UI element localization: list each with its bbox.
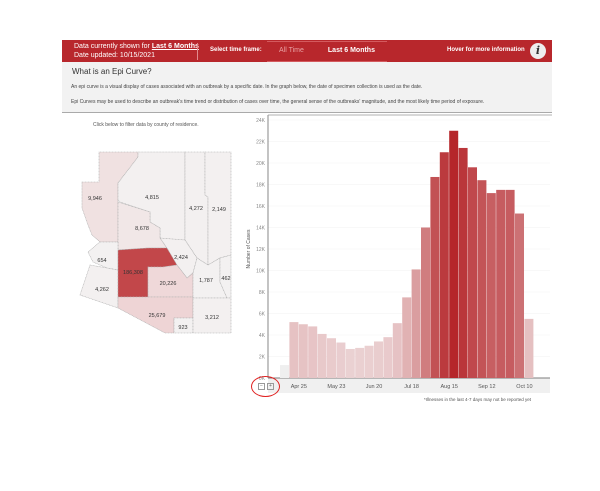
y-tick-label: 22K: [256, 140, 266, 146]
intro-section: What is an Epi Curve? An epi curve is a …: [62, 62, 552, 113]
y-tick-label: 16K: [256, 204, 266, 210]
y-tick-label: 12K: [256, 247, 266, 253]
y-axis-label: Number of Cases: [246, 229, 252, 268]
bar-jun-6[interactable]: [355, 347, 365, 378]
time-frame-tabs: All Time Last 6 Months: [267, 41, 387, 62]
y-tick-label: 8K: [259, 290, 266, 296]
bar-oct-10[interactable]: [524, 318, 534, 378]
bar-sep-12[interactable]: [486, 193, 496, 378]
bar-jun-27[interactable]: [383, 337, 393, 378]
y-tick-label: 20K: [256, 161, 266, 167]
date-updated: Date updated: 10/15/2021: [74, 52, 155, 59]
y-tick-label: 14K: [256, 226, 266, 232]
info-icon[interactable]: i: [530, 43, 546, 59]
intro-paragraph-1: An epi curve is a visual display of case…: [71, 84, 423, 90]
county-6[interactable]: [79, 264, 119, 309]
divider: [197, 43, 198, 60]
x-tick-label: Jun 20: [366, 384, 383, 390]
annotation-circle: [251, 376, 280, 397]
y-tick-label: 10K: [256, 269, 266, 275]
x-tick-label: Oct 10: [516, 384, 532, 390]
bar-aug-1[interactable]: [430, 176, 440, 378]
bar-aug-15[interactable]: [449, 130, 459, 378]
bar-apr-11[interactable]: [280, 365, 289, 378]
bar-apr-25[interactable]: [298, 324, 308, 378]
bar-may-30[interactable]: [345, 348, 355, 378]
x-tick-label: May 23: [327, 384, 345, 390]
footnote: *Illnesses in the last 4-7 days may not …: [424, 397, 532, 402]
bar-aug-8[interactable]: [439, 152, 449, 378]
bar-may-9[interactable]: [317, 333, 327, 378]
bar-may-23[interactable]: [336, 342, 346, 378]
x-tick-label: Jul 18: [404, 384, 419, 390]
hover-info-text: Hover for more information: [447, 47, 525, 53]
bar-jun-13[interactable]: [364, 345, 374, 378]
intro-title: What is an Epi Curve?: [72, 67, 152, 76]
tab-all-time[interactable]: All Time: [279, 47, 304, 54]
x-tick-label: Apr 25: [291, 384, 307, 390]
x-tick-label: Aug 15: [440, 384, 457, 390]
bar-aug-22[interactable]: [458, 147, 468, 378]
county-14[interactable]: [192, 297, 232, 334]
bar-sep-26[interactable]: [505, 189, 515, 378]
y-tick-label: 18K: [256, 183, 266, 189]
header-bar: Data currently shown for Last 6 Months D…: [62, 40, 552, 62]
y-tick-label: 2K: [259, 355, 266, 361]
bar-apr-18[interactable]: [289, 322, 299, 378]
map-instruction: Click below to filter data by county of …: [93, 122, 199, 128]
x-tick-label: Sep 12: [478, 384, 495, 390]
bar-may-16[interactable]: [327, 338, 336, 378]
bar-aug-29[interactable]: [468, 167, 477, 378]
y-tick-label: 6K: [259, 312, 266, 318]
shown-for-text: Data currently shown for Last 6 Months: [74, 43, 199, 50]
bar-sep-19[interactable]: [496, 189, 506, 378]
bar-jul-11[interactable]: [402, 297, 412, 378]
county-1[interactable]: [117, 151, 186, 241]
select-label: Select time frame:: [210, 47, 262, 53]
bar-jul-25[interactable]: [421, 227, 430, 379]
tab-last-6-months[interactable]: Last 6 Months: [327, 47, 375, 54]
y-tick-label: 24K: [256, 118, 266, 124]
bar-jul-4[interactable]: [392, 323, 402, 378]
bar-jun-20[interactable]: [374, 341, 383, 378]
bar-sep-5[interactable]: [477, 180, 487, 378]
bar-oct-3[interactable]: [515, 213, 524, 378]
intro-paragraph-2: Epi Curves may be used to describe an ou…: [71, 99, 485, 105]
bar-may-2[interactable]: [308, 326, 318, 378]
bar-jul-18[interactable]: [411, 269, 421, 378]
y-tick-label: 4K: [259, 333, 266, 339]
x-axis-band: [268, 378, 550, 393]
